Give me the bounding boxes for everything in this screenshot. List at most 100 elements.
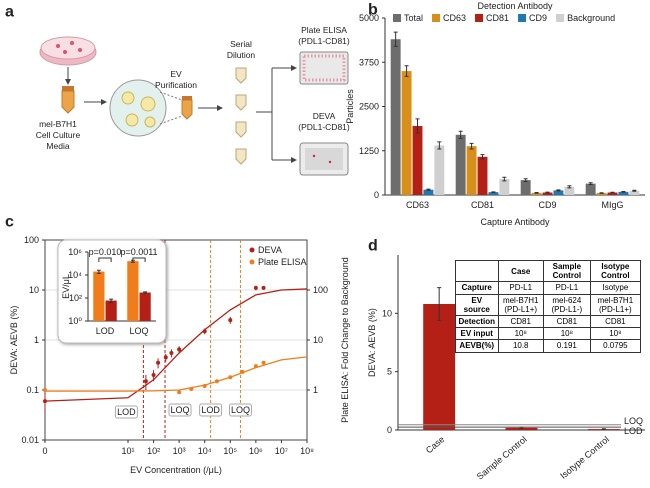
assay-label: DEVA (313, 111, 336, 121)
bar (564, 186, 575, 195)
error-bar (437, 141, 442, 150)
bar (477, 156, 488, 195)
panel-b: 0 1250 2500 3750 5000 CD63 CD81 CD9 MIgG Particle… (345, 1, 645, 227)
bar (105, 300, 117, 321)
chip-spot (312, 154, 316, 158)
error-bar (632, 189, 637, 192)
reference-label: LOD (624, 426, 643, 436)
table-row: Detection CD81 CD81 CD81 (455, 314, 642, 329)
legend-swatch (432, 14, 441, 22)
bar (542, 192, 553, 195)
bar (455, 134, 466, 195)
legend-label: Plate ELISA (258, 257, 307, 267)
y-tick-label: 10² (69, 293, 82, 303)
tube-cap (182, 96, 192, 100)
x-tick-label: CD63 (406, 200, 429, 210)
reference-label: LOQ (231, 405, 250, 415)
assay-label: (PDL1-CD81) (298, 36, 350, 46)
significance-bracket (98, 257, 112, 262)
x-tick-label: 10² (147, 446, 160, 456)
error-bar (437, 287, 442, 321)
data-point (202, 329, 207, 334)
y-tick-label: 3750 (359, 57, 379, 67)
y-tick-label: 0 (374, 190, 379, 200)
error-bar (458, 130, 463, 139)
data-point (177, 347, 182, 352)
tube (181, 99, 193, 120)
table-cell: Isotype (589, 281, 642, 295)
error-bar (491, 191, 496, 194)
legend-marker (249, 259, 255, 265)
step-label: Media (46, 141, 69, 151)
y-tick-label: 0 (387, 425, 392, 435)
y-tick-label: 1250 (359, 146, 379, 156)
data-point (43, 399, 47, 404)
data-point (189, 386, 194, 391)
x-tick-label: 0 (42, 446, 47, 456)
reference-label: LOD (117, 407, 136, 417)
x-tick-label: Case (424, 434, 447, 455)
table-cell: 0.0795 (589, 339, 642, 353)
error-bar (404, 65, 409, 77)
error-bar (469, 142, 474, 150)
table-row: AEVB(%) 10.8 0.191 0.0795 (455, 339, 642, 353)
legend-label: CD9 (529, 13, 547, 23)
error-bar (545, 191, 550, 194)
bar (618, 191, 629, 195)
error-bar (556, 189, 561, 192)
bar (629, 190, 640, 195)
table-cell: CD81 (589, 314, 642, 329)
data-point (261, 285, 266, 290)
error-bar (480, 154, 485, 160)
legend-marker (249, 247, 255, 253)
table-cell: CD81 (542, 314, 591, 329)
elisa-plate (299, 51, 349, 85)
bar (585, 183, 596, 195)
table-cell: 10⁸ (542, 327, 591, 341)
y-tick-label: 10⁶ (68, 247, 82, 257)
y-tick-label: 0.1 (26, 385, 39, 395)
x-tick-label: LOQ (129, 326, 148, 336)
data-point (163, 355, 168, 360)
ev (121, 91, 135, 105)
assay-label: Plate ELISA (301, 25, 347, 35)
cell (70, 41, 74, 45)
step-label: mel-B7H1 (39, 119, 77, 129)
reference-label-box (114, 405, 138, 419)
legend-swatch (393, 14, 401, 22)
bar (499, 179, 510, 195)
table-cell: mel-B7H1 (PD-L1+) (589, 293, 642, 316)
x-tick-label: 10⁶ (249, 446, 263, 456)
panel-label: b (368, 2, 378, 19)
table-cell: 10.8 (497, 339, 544, 353)
dilution-tube (235, 94, 247, 111)
y-axis-label: DEVA: AEVB (%) (367, 308, 377, 377)
panel-label: a (5, 4, 14, 21)
error-bar (523, 178, 528, 183)
petri-dish (40, 36, 96, 60)
bar (412, 125, 423, 195)
data-point (214, 379, 219, 384)
bar (127, 261, 139, 321)
data-point (151, 372, 156, 377)
row-header: EV input (455, 327, 499, 341)
annotation: p=0.010 (89, 247, 122, 257)
inset-frame (57, 239, 167, 344)
column-header: Isotype Control (589, 259, 642, 283)
error-bar (534, 192, 539, 194)
y-tick-label: 10⁰ (68, 316, 82, 326)
error-bar (621, 190, 626, 193)
reference-label-box (168, 403, 192, 417)
data-point (228, 375, 233, 380)
y-tick-label: 10 (382, 308, 392, 318)
data-point (253, 285, 258, 290)
table-row: EV input 10⁸ 10⁸ 10⁸ (455, 327, 642, 341)
bar (520, 180, 531, 195)
x-tick-label: LOD (96, 326, 115, 336)
table-row: EV source mel-B7H1 (PD-L1+) mel-624 (PD-L1… (455, 293, 642, 316)
error-bar (599, 192, 604, 194)
error-bar (588, 182, 593, 186)
data-point (143, 379, 148, 384)
dilution-tube (235, 67, 247, 84)
y2-tick-label: 100 (313, 285, 328, 295)
